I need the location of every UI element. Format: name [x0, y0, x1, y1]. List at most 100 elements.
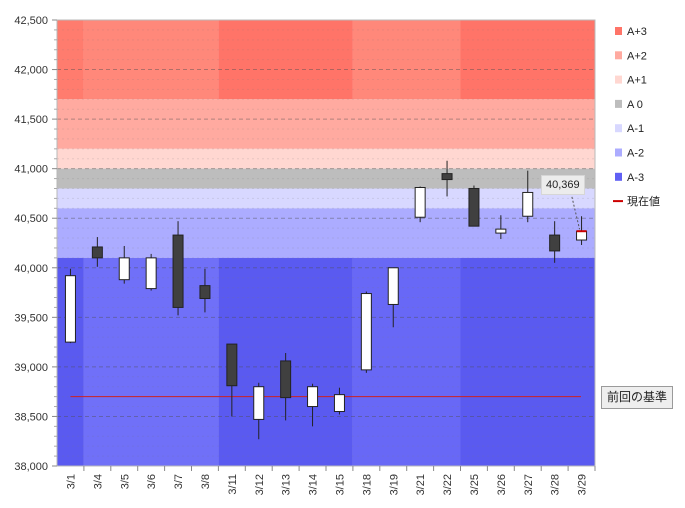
current-value-label: 40,369 — [541, 175, 585, 195]
legend-swatch — [615, 124, 622, 133]
x-tick-label: 3/8 — [200, 474, 212, 489]
y-tick-label: 39,000 — [14, 362, 48, 374]
legend-swatch — [615, 51, 622, 60]
candle-body-down — [91, 246, 103, 259]
legend-swatch — [615, 99, 622, 108]
y-tick-label: 39,500 — [14, 312, 48, 324]
x-tick-label: 3/22 — [442, 474, 454, 495]
candle — [468, 185, 480, 227]
x-tick-label: 3/26 — [496, 474, 508, 495]
band-aplus1-segment — [57, 148, 595, 169]
x-tick-label: 3/13 — [281, 474, 293, 495]
y-tick-label: 38,500 — [14, 411, 48, 423]
band-aminus1-segment — [57, 188, 595, 209]
x-tick-label: 3/6 — [146, 474, 158, 489]
candle — [360, 291, 372, 373]
band-a0-segment — [57, 168, 595, 189]
y-tick-label: 38,000 — [14, 461, 48, 473]
candle-body-down — [280, 360, 292, 399]
candle-body-down — [468, 187, 480, 227]
band-aplus2-segment — [57, 99, 595, 149]
candle-body-up — [253, 386, 265, 420]
x-tick-label: 3/19 — [388, 474, 400, 495]
legend-label: 現在値 — [627, 195, 660, 208]
x-tick-label: 3/11 — [227, 474, 239, 495]
candle — [145, 253, 157, 291]
candle — [414, 186, 426, 223]
x-tick-label: 3/4 — [92, 474, 104, 489]
x-tick-label: 3/28 — [550, 474, 562, 495]
candle — [333, 387, 345, 415]
x-tick-label: 3/7 — [173, 474, 185, 489]
x-tick-label: 3/5 — [119, 474, 131, 489]
legend-label: A 0 — [627, 99, 643, 111]
candle — [495, 215, 507, 240]
legend-swatch — [615, 27, 622, 35]
candle — [64, 268, 76, 344]
candle-body-down — [226, 343, 238, 387]
reference-line-label: 前回の基準 — [601, 386, 674, 409]
candle — [118, 245, 130, 284]
candle — [172, 221, 184, 316]
candle — [91, 237, 103, 267]
candle-body-up — [387, 267, 399, 305]
y-tick-label: 40,500 — [14, 213, 48, 225]
y-tick-label: 41,500 — [14, 114, 48, 126]
legend-swatch — [615, 148, 622, 157]
legend-label: A+1 — [627, 75, 647, 87]
y-tick-label: 42,000 — [14, 65, 48, 77]
legend-label: A-2 — [627, 148, 644, 160]
band-aplus3-segment — [352, 20, 461, 100]
x-tick-label: 3/18 — [361, 474, 373, 495]
band-aplus3-segment — [460, 20, 595, 100]
candles — [64, 160, 588, 440]
candle-body-up — [414, 186, 426, 218]
grid-lines — [57, 29, 595, 457]
candle-body-up — [522, 191, 534, 217]
band-aminus2-segment — [57, 208, 595, 258]
candle — [199, 268, 211, 313]
y-tick-label: 42,500 — [14, 15, 48, 27]
legend-label: A+2 — [627, 50, 647, 62]
y-tick-label: 41,000 — [14, 164, 48, 176]
x-tick-label: 3/1 — [65, 474, 77, 489]
candle-body-up — [360, 293, 372, 371]
axes: 38,000 38,500 39,000 39,500 40,000 40,500 41,0… — [14, 15, 596, 495]
legend-label: A-3 — [627, 172, 644, 184]
y-tick-label: 40,000 — [14, 263, 48, 275]
candle — [307, 383, 319, 427]
candle-body-up — [64, 275, 76, 343]
candle-body-down — [199, 285, 211, 300]
legend-label: A-1 — [627, 123, 644, 135]
legend-swatch — [615, 75, 622, 84]
x-tick-label: 3/27 — [523, 474, 535, 495]
x-tick-label: 3/25 — [469, 474, 481, 495]
legend-label: A+3 — [627, 26, 647, 38]
candle-body-up — [576, 230, 588, 241]
band-aminus3-segment — [83, 257, 219, 466]
candle — [387, 267, 399, 328]
legend-swatch — [615, 172, 622, 181]
candle — [253, 382, 265, 440]
x-tick-label: 3/14 — [308, 474, 320, 495]
candle — [549, 221, 561, 263]
price-bands — [57, 20, 595, 466]
band-aminus3-segment — [460, 257, 595, 466]
candle-body-down — [549, 234, 561, 252]
candle-body-down — [172, 234, 184, 308]
band-aplus3-segment — [218, 20, 353, 100]
candle-body-up — [145, 257, 157, 290]
x-tick-label: 3/29 — [577, 474, 589, 495]
candle-body-up — [118, 257, 130, 281]
legend: A+3 A+2 A+1 A 0 A-1 A-2 A-3 現在値 — [613, 26, 660, 208]
candle-body-up — [495, 228, 507, 234]
band-aplus3-segment — [83, 20, 219, 100]
candle — [441, 160, 453, 197]
x-tick-label: 3/21 — [415, 474, 427, 495]
candle-body-up — [307, 386, 319, 408]
candle — [280, 353, 292, 421]
band-aplus3-segment — [57, 20, 84, 100]
candle — [522, 170, 534, 223]
candle — [226, 343, 238, 417]
